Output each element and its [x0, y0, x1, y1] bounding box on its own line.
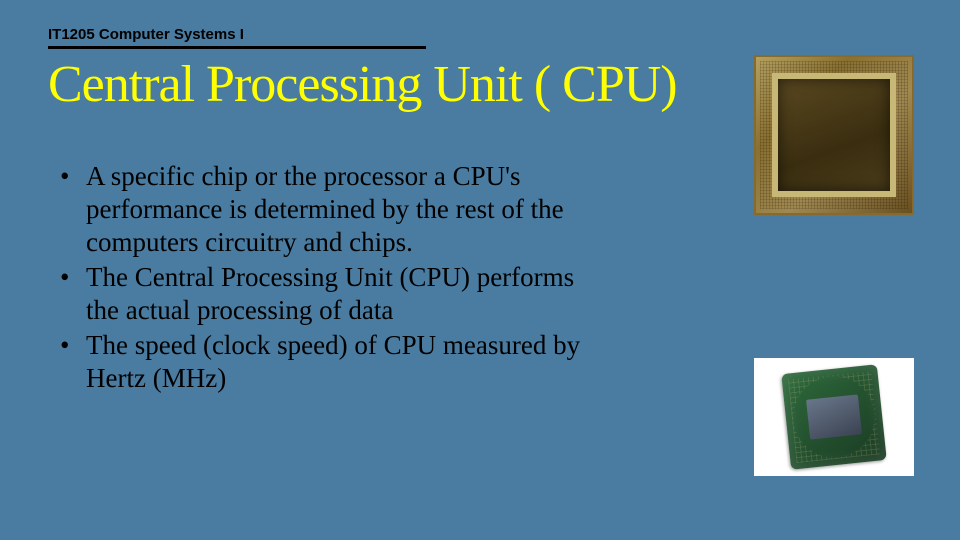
list-item: A specific chip or the processor a CPU's… — [60, 160, 600, 259]
cpu-chip-image — [754, 358, 914, 476]
cpu-die-image — [754, 55, 914, 215]
slide-title: Central Processing Unit ( CPU) — [48, 55, 677, 114]
course-label: IT1205 Computer Systems I — [48, 26, 244, 43]
chip-graphic — [781, 364, 887, 470]
list-item: The Central Processing Unit (CPU) perfor… — [60, 261, 600, 327]
list-item: The speed (clock speed) of CPU measured … — [60, 329, 600, 395]
bullet-list: A specific chip or the processor a CPU's… — [60, 160, 600, 397]
header-underline — [48, 46, 426, 49]
